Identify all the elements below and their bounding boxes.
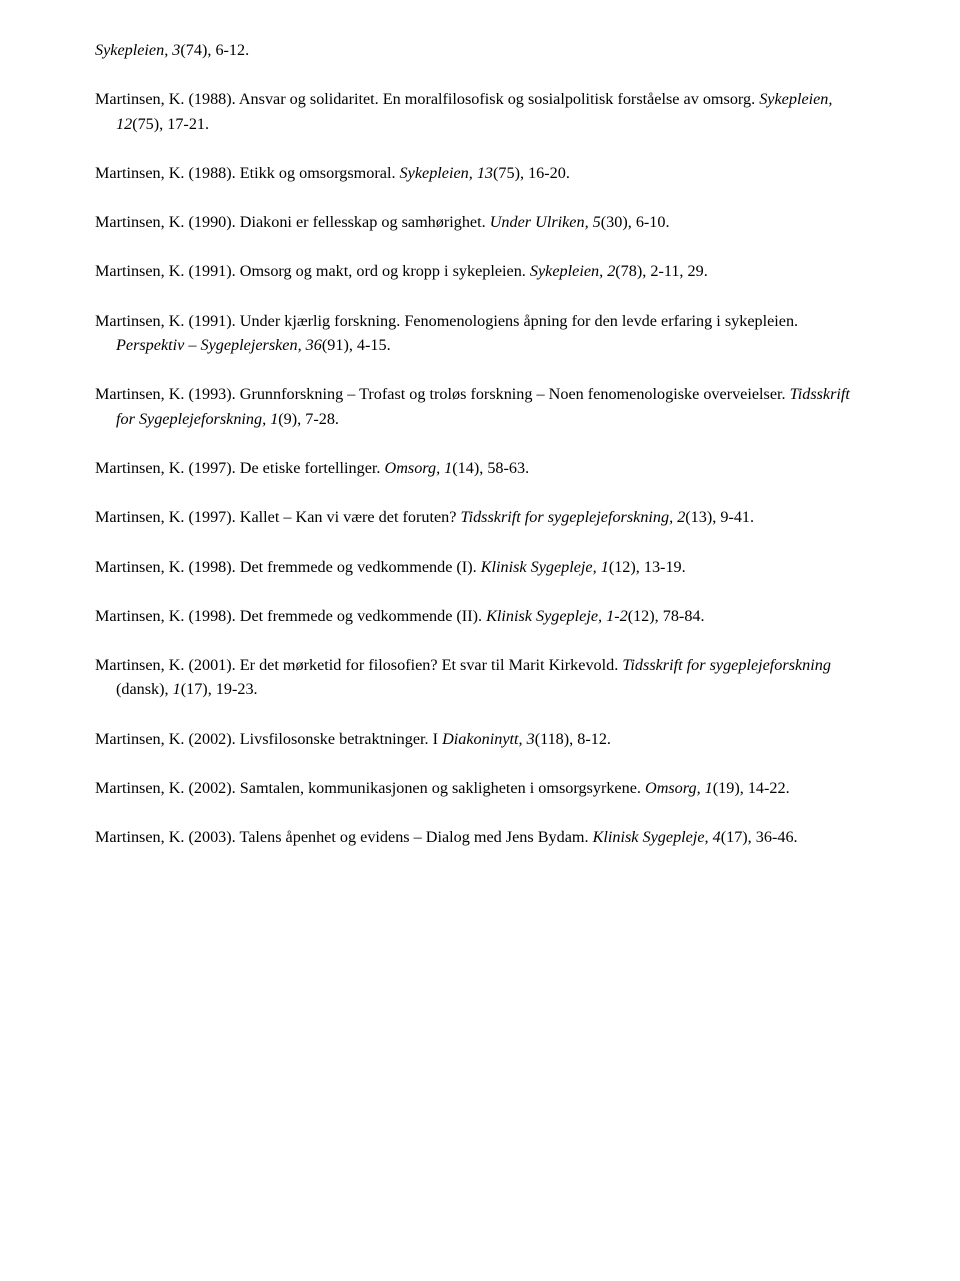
bibliography-entry: Martinsen, K. (1997). Kallet – Kan vi væ… <box>95 505 865 529</box>
bibliography-entry: Martinsen, K. (1997). De etiske fortelli… <box>95 456 865 480</box>
bibliography-entry: Sykepleien, 3(74), 6-12. <box>95 38 865 62</box>
bibliography-entry: Martinsen, K. (1998). Det fremmede og ve… <box>95 555 865 579</box>
bibliography-entry: Martinsen, K. (1993). Grunnforskning – T… <box>95 382 865 431</box>
bibliography-entry: Martinsen, K. (1991). Under kjærlig fors… <box>95 309 865 358</box>
bibliography-list: Sykepleien, 3(74), 6-12. Martinsen, K. (1… <box>95 38 865 850</box>
bibliography-entry: Martinsen, K. (2002). Livsfilosonske bet… <box>95 727 865 751</box>
bibliography-entry: Martinsen, K. (1998). Det fremmede og ve… <box>95 604 865 628</box>
bibliography-entry: Martinsen, K. (1990). Diakoni er felless… <box>95 210 865 234</box>
bibliography-entry: Martinsen, K. (2003). Talens åpenhet og … <box>95 825 865 849</box>
bibliography-entry: Martinsen, K. (1988). Ansvar og solidari… <box>95 87 865 136</box>
bibliography-entry: Martinsen, K. (2002). Samtalen, kommunik… <box>95 776 865 800</box>
bibliography-entry: Martinsen, K. (1988). Etikk og omsorgsmo… <box>95 161 865 185</box>
bibliography-entry: Martinsen, K. (2001). Er det mørketid fo… <box>95 653 865 702</box>
bibliography-entry: Martinsen, K. (1991). Omsorg og makt, or… <box>95 259 865 283</box>
